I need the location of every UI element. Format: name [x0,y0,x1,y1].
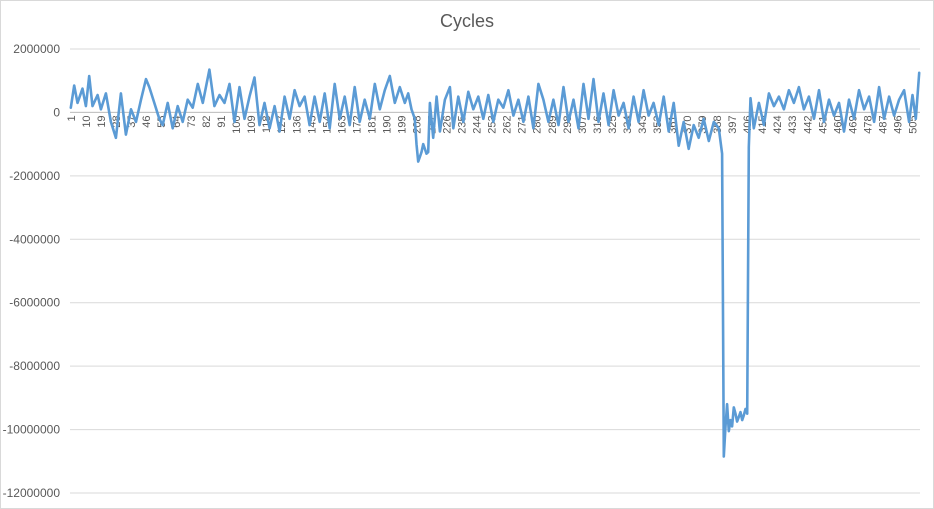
x-tick-label-54: 487 [877,115,889,133]
y-tick-label-4: -6000000 [9,296,60,310]
y-tick-label-0: 2000000 [13,42,60,56]
x-axis: 1 10 19 28 37 46 55 64 73 82 91 100 109 118 127 136 145 1… [66,115,920,133]
series-group [69,68,921,458]
x-tick-label-1: 10 [81,115,93,127]
x-tick-label-5: 46 [141,115,153,127]
x-tick-label-2: 19 [96,115,108,127]
y-tick-label-1: 0 [53,105,60,119]
x-tick-label-45: 406 [742,115,754,133]
x-tick-label-55: 496 [892,115,904,133]
gridlines [70,48,920,494]
x-tick-label-49: 442 [802,115,814,133]
y-tick-label-5: -8000000 [9,359,60,373]
x-tick-label-0: 1 [66,115,78,121]
x-tick-label-48: 433 [787,115,799,133]
x-tick-label-47: 424 [772,115,784,133]
x-tick-label-18: 163 [336,115,348,133]
x-tick-label-28: 253 [487,115,499,133]
x-tick-label-8: 73 [186,115,198,127]
x-tick-label-30: 271 [517,115,529,133]
x-tick-label-52: 469 [847,115,859,133]
x-tick-label-27: 244 [472,115,484,133]
y-tick-label-7: -12000000 [3,486,61,500]
y-tick-label-3: -4000000 [9,232,60,246]
x-tick-label-44: 397 [727,115,739,133]
x-tick-label-10: 91 [216,115,228,127]
x-tick-label-9: 82 [201,115,213,127]
x-tick-label-25: 226 [442,115,454,133]
x-tick-label-35: 316 [592,115,604,133]
x-tick-label-26: 235 [457,115,469,133]
x-tick-label-50: 451 [817,115,829,133]
y-axis: 2000000 0 -2000000 -4000000 -6000000 -8000000… [3,42,61,500]
y-tick-label-6: -10000000 [3,423,61,437]
x-tick-label-22: 199 [396,115,408,133]
x-tick-label-43: 388 [712,115,724,133]
y-tick-label-2: -2000000 [9,169,60,183]
x-tick-label-21: 190 [381,115,393,133]
x-tick-label-20: 181 [366,115,378,133]
x-tick-label-33: 298 [562,115,574,133]
chart-title: Cycles [439,11,494,31]
x-tick-label-15: 136 [291,115,303,133]
x-tick-label-53: 478 [862,115,874,133]
x-tick-label-12: 109 [246,115,258,133]
series-line-0 [69,68,921,458]
x-tick-label-29: 262 [502,115,514,133]
